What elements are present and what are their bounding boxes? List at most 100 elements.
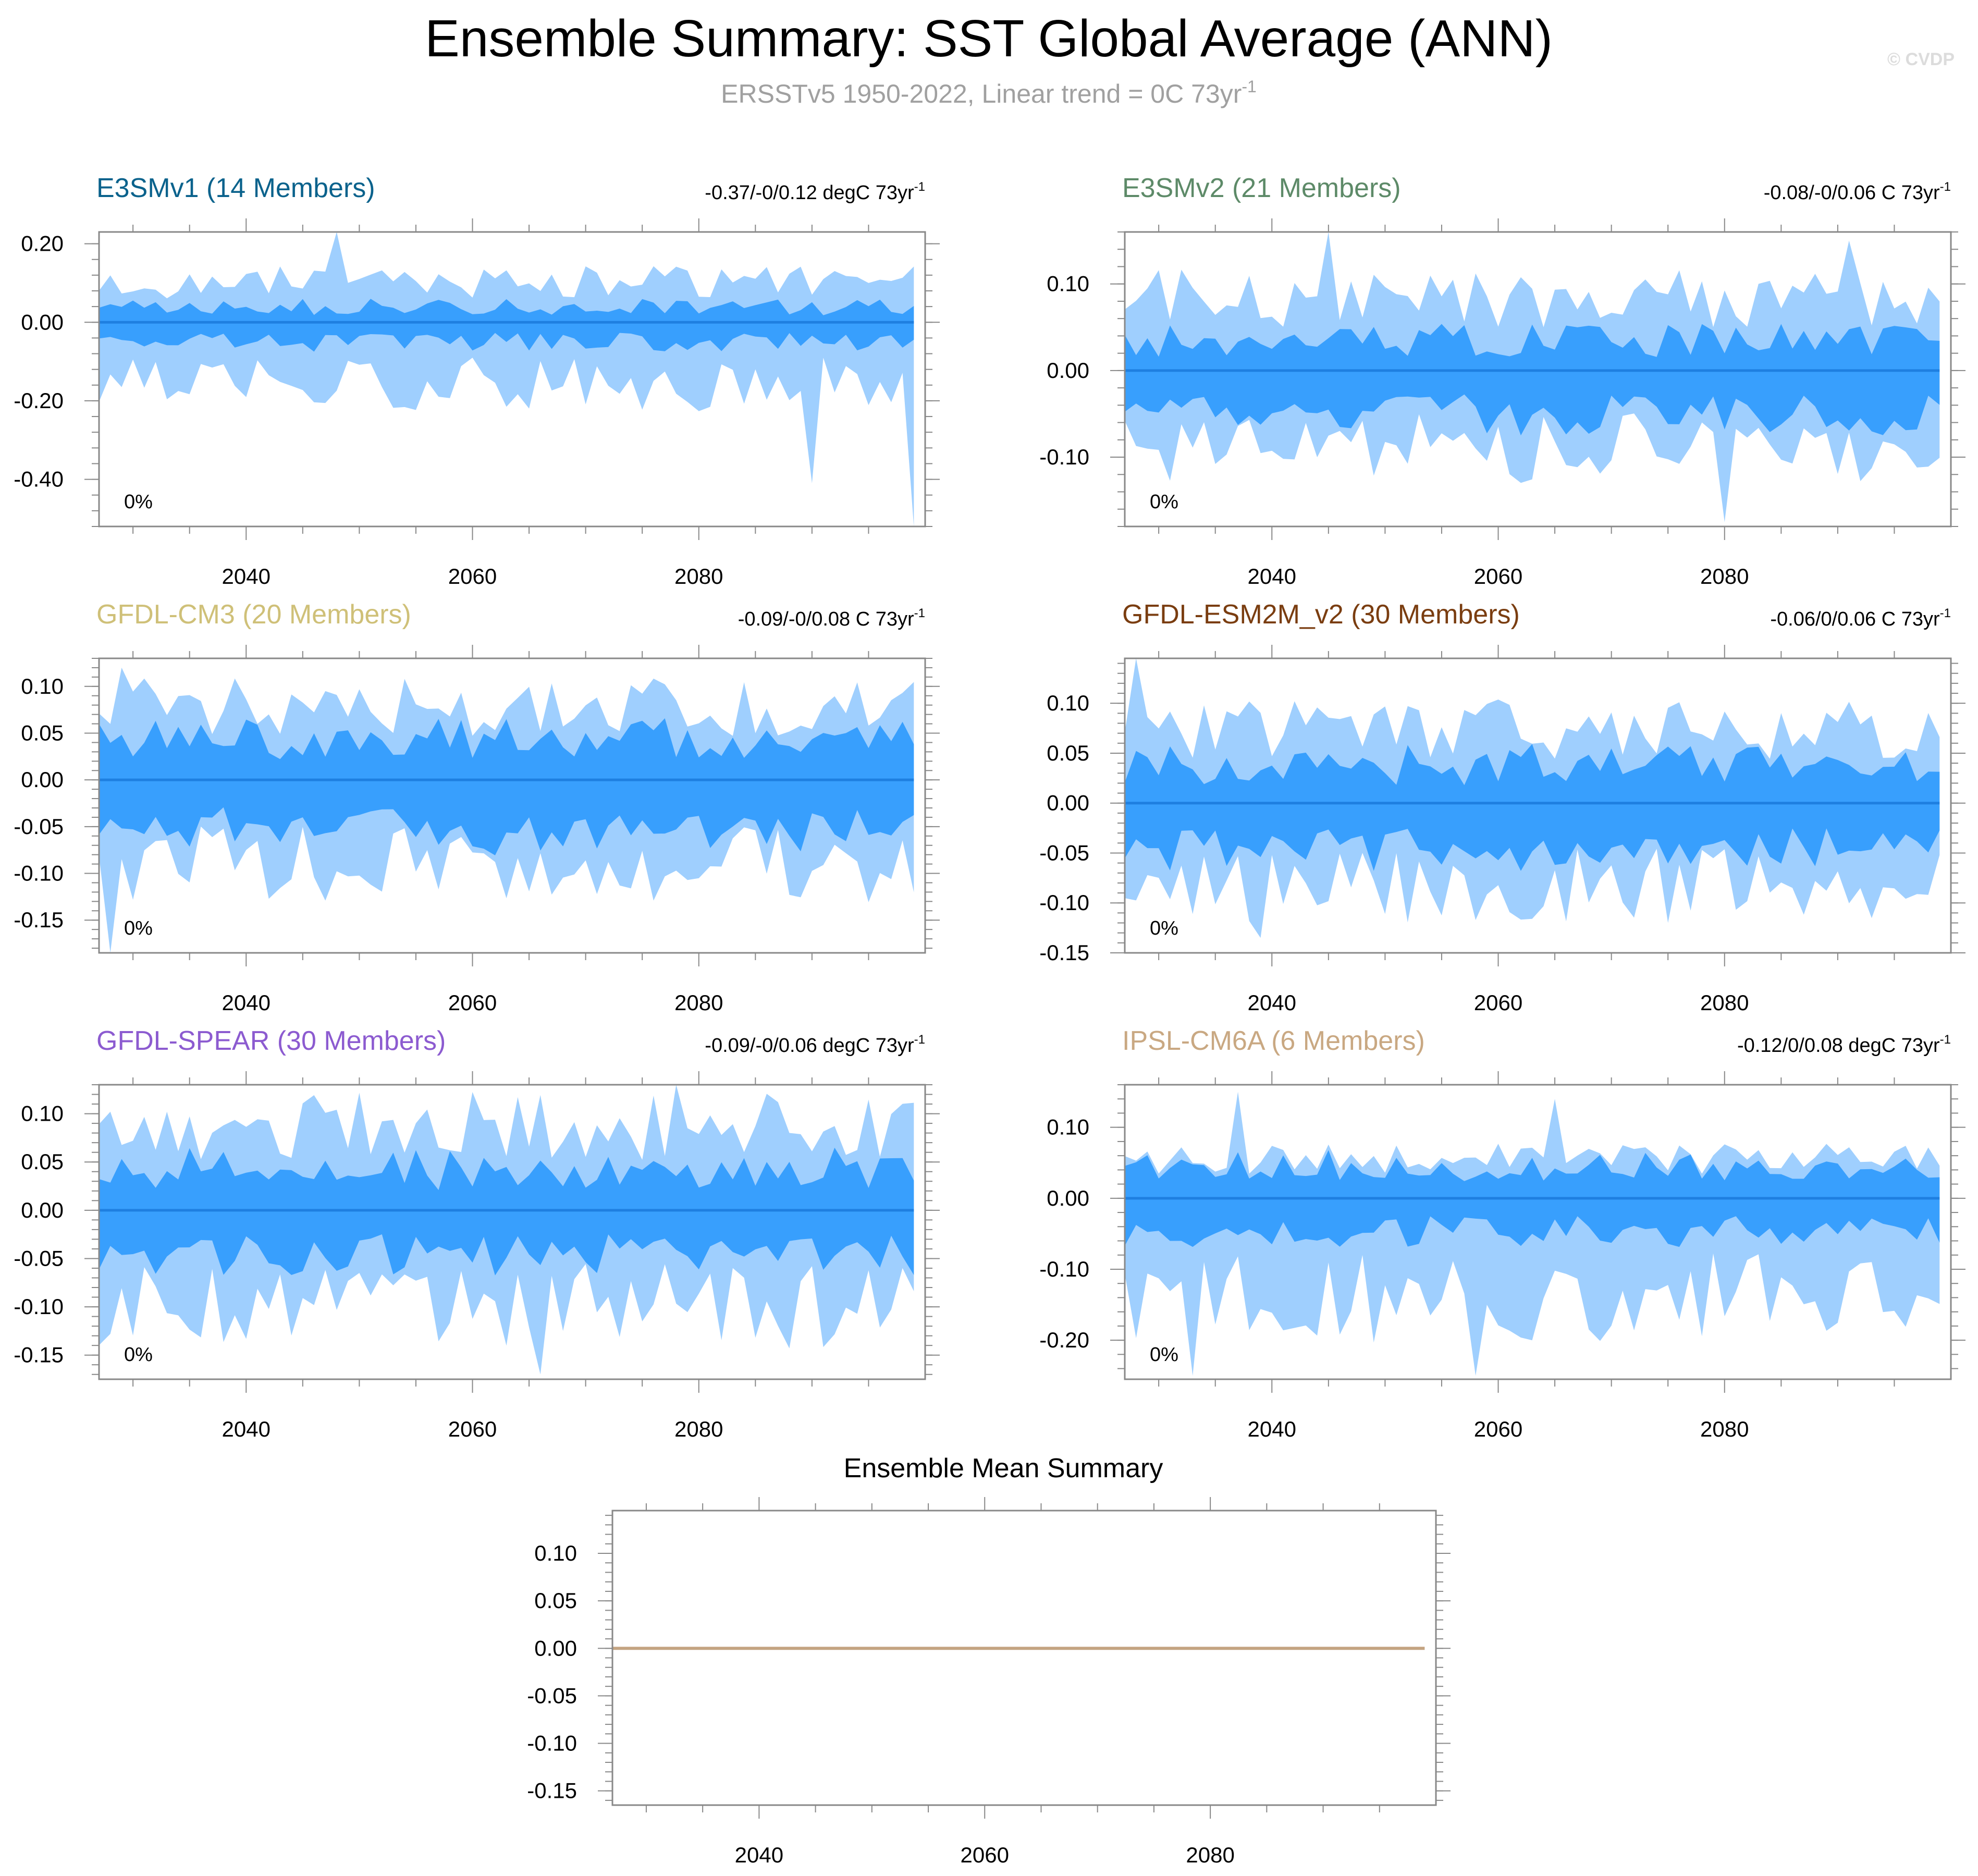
y-tick-label: 0.00 [1047, 1186, 1089, 1210]
y-tick-label: -0.05 [1039, 840, 1089, 865]
figure-subtitle-sup: -1 [1242, 77, 1256, 96]
plot-frame [98, 231, 926, 528]
inner-envelope-band [1125, 744, 1940, 871]
y-tick-label: 0.10 [534, 1541, 577, 1565]
y-tick-label: 0.05 [534, 1588, 577, 1613]
chart-panel-3: 0.10 0.05 0.00 -0.05 -0.10 -0.15 2040 2060 2080 G… [14, 599, 940, 1015]
trend-label-main: -0.37/-0/0.12 degC 73yr [705, 182, 914, 204]
y-tick-label: 0.00 [21, 767, 64, 792]
chart-title: GFDL-CM3 (20 Members) [96, 599, 411, 630]
x-tick-label: 2040 [222, 1417, 271, 1441]
y-tick-label: -0.40 [14, 467, 64, 492]
trend-label-main: -0.08/-0/0.06 C 73yr [1764, 182, 1940, 204]
x-tick-label: 2040 [222, 564, 271, 588]
y-tick-label: 0.00 [1047, 791, 1089, 815]
plot-area [99, 232, 914, 526]
trend-label-sup: -1 [1940, 606, 1951, 620]
chart-title: E3SMv1 (14 Members) [96, 173, 375, 203]
x-tick-label: 2060 [961, 1843, 1009, 1867]
x-tick-label: 2040 [1248, 1417, 1296, 1441]
trend-label-main: -0.09/-0/0.06 degC 73yr [705, 1035, 914, 1057]
percent-label: 0% [124, 491, 153, 513]
y-tick-label: -0.10 [1039, 445, 1089, 469]
y-tick-label: -0.15 [14, 1343, 64, 1367]
trend-label: -0.37/-0/0.12 degC 73yr-1 [705, 180, 925, 204]
figure-subtitle: ERSSTv5 1950-2022, Linear trend = 0C 73y… [721, 77, 1257, 108]
x-tick-label: 2040 [1248, 564, 1296, 588]
chart-panel-2: 0.10 0.00 -0.10 2040 2060 2080 E3SMv2 (21 Memb… [1039, 173, 1965, 588]
x-tick-label: 2080 [674, 564, 723, 588]
y-tick-label: 0.10 [1047, 691, 1089, 715]
x-tick-label: 2080 [1186, 1843, 1234, 1867]
plot-frame [98, 1084, 926, 1380]
percent-label: 0% [1150, 1344, 1178, 1366]
inner-envelope-band [1125, 324, 1940, 436]
trend-label-main: -0.06/0/0.06 C 73yr [1770, 608, 1940, 630]
y-tick-label: -0.05 [527, 1683, 577, 1708]
trend-label-sup: -1 [914, 606, 925, 620]
plot-frame [1124, 231, 1952, 528]
y-tick-label: 0.20 [21, 231, 64, 256]
y-tick-label: 0.05 [21, 1149, 64, 1174]
y-tick-label: -0.05 [14, 814, 64, 839]
inner-envelope-band [99, 299, 914, 352]
trend-label-sup: -1 [914, 180, 925, 194]
y-tick-label: 0.05 [21, 720, 64, 745]
plot-frame [1124, 657, 1952, 954]
x-tick-label: 2040 [222, 990, 271, 1015]
y-tick-label: -0.10 [14, 1294, 64, 1319]
x-tick-label: 2060 [448, 990, 497, 1015]
plot-area [1125, 232, 1940, 522]
x-tick-label: 2060 [448, 564, 497, 588]
y-tick-label: 0.10 [1047, 1115, 1089, 1139]
x-tick-label: 2080 [1700, 564, 1749, 588]
x-tick-label: 2040 [1248, 990, 1296, 1015]
chart-panel-7: 0.10 0.05 0.00 -0.05 -0.10 -0.15 2040 2060 2080 E… [527, 1453, 1451, 1867]
x-tick-label: 2080 [674, 990, 723, 1015]
chart-panel-5: 0.10 0.05 0.00 -0.05 -0.10 -0.15 2040 2060 2080 G… [14, 1026, 940, 1441]
chart-title: Ensemble Mean Summary [844, 1453, 1163, 1483]
chart-title: GFDL-ESM2M_v2 (30 Members) [1122, 599, 1520, 630]
plot-area [99, 667, 914, 953]
chart-panel-4: 0.10 0.05 0.00 -0.05 -0.10 -0.15 2040 2060 2080 G… [1039, 599, 1965, 1015]
figure-subtitle-main: ERSSTv5 1950-2022, Linear trend = 0C 73y… [721, 79, 1242, 108]
trend-label: -0.09/-0/0.06 degC 73yr-1 [705, 1033, 925, 1057]
y-tick-label: -0.15 [527, 1779, 577, 1803]
x-tick-label: 2060 [448, 1417, 497, 1441]
y-tick-label: -0.20 [14, 388, 64, 413]
panels-container: 0.20 0.00 -0.20 -0.40 2040 2060 2080 E3SMv1 (14… [14, 173, 1965, 1867]
percent-label: 0% [124, 1344, 153, 1366]
trend-label: -0.09/-0/0.08 C 73yr-1 [738, 606, 925, 630]
plot-area [1125, 658, 1940, 938]
plot-area [99, 1085, 914, 1375]
chart-title: E3SMv2 (21 Members) [1122, 173, 1401, 203]
chart-title: IPSL-CM6A (6 Members) [1122, 1026, 1425, 1056]
y-tick-label: -0.10 [527, 1731, 577, 1756]
y-tick-label: 0.05 [1047, 741, 1089, 765]
chart-panel-6: 0.10 0.00 -0.10 -0.20 2040 2060 2080 IPSL-CM6A … [1039, 1026, 1965, 1441]
trend-label: -0.06/0/0.06 C 73yr-1 [1770, 606, 1951, 630]
trend-label-sup: -1 [1940, 1033, 1951, 1047]
y-tick-label: -0.20 [1039, 1328, 1089, 1352]
x-tick-label: 2060 [1474, 564, 1522, 588]
chart-panel-1: 0.20 0.00 -0.20 -0.40 2040 2060 2080 E3SMv1 (14… [14, 173, 940, 588]
y-tick-label: 0.00 [534, 1636, 577, 1660]
trend-label-main: -0.09/-0/0.08 C 73yr [738, 608, 914, 630]
percent-label: 0% [1150, 917, 1178, 939]
y-tick-label: 0.00 [21, 1198, 64, 1222]
trend-label: -0.08/-0/0.06 C 73yr-1 [1764, 180, 1951, 204]
y-tick-label: -0.10 [1039, 890, 1089, 915]
inner-envelope-band [99, 718, 914, 855]
y-tick-label: 0.10 [21, 674, 64, 698]
chart-title: GFDL-SPEAR (30 Members) [96, 1026, 446, 1056]
y-tick-label: -0.10 [14, 861, 64, 886]
trend-label: -0.12/0/0.08 degC 73yr-1 [1737, 1033, 1951, 1057]
figure-title: Ensemble Summary: SST Global Average (AN… [425, 9, 1553, 68]
y-tick-label: 0.00 [1047, 358, 1089, 383]
x-tick-label: 2060 [1474, 1417, 1522, 1441]
trend-label-sup: -1 [914, 1033, 925, 1047]
x-tick-label: 2060 [1474, 990, 1522, 1015]
plot-area [1125, 1092, 1940, 1376]
y-tick-label: 0.00 [21, 310, 64, 334]
